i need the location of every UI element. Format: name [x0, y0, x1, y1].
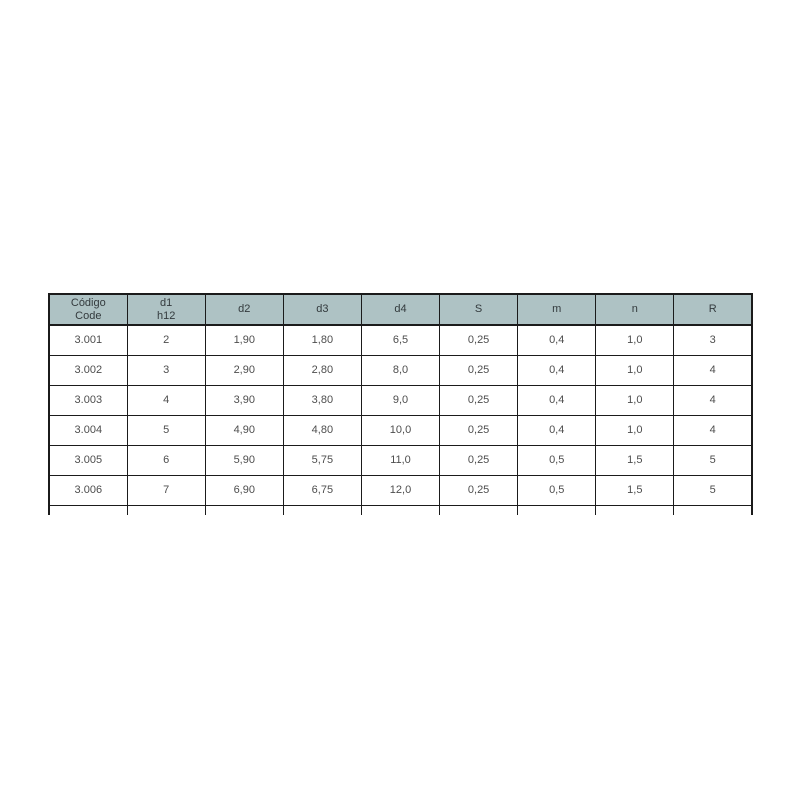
header-cell-n: n [595, 293, 675, 326]
cell-d2: 2,90 [204, 354, 284, 386]
cell-m: 0,5 [517, 474, 597, 506]
cell-s: 0,25 [439, 444, 519, 476]
cell-d4: 6,5 [360, 324, 441, 356]
header-label: h12 [156, 309, 176, 322]
cell-r: 4 [673, 354, 753, 386]
cell-empty [48, 504, 128, 515]
cell-s: 0,25 [439, 324, 519, 356]
table-body: 3.001 2 1,90 1,80 6,5 0,25 0,4 1,0 3 3.0… [48, 324, 753, 515]
cell-d3: 6,75 [282, 474, 362, 506]
cell-d1: 5 [126, 414, 206, 446]
cell-empty [595, 504, 675, 515]
cell-d1: 4 [126, 384, 206, 416]
cell-s: 0,25 [439, 384, 519, 416]
header-cell-s: S [439, 293, 519, 326]
table-row-clipped [48, 504, 753, 515]
cell-s: 0,25 [439, 354, 519, 386]
cell-d4: 11,0 [360, 444, 441, 476]
cell-empty [439, 504, 519, 515]
header-cell-d2: d2 [204, 293, 284, 326]
cell-d1: 2 [126, 324, 206, 356]
table-row: 3.004 5 4,90 4,80 10,0 0,25 0,4 1,0 4 [48, 414, 753, 446]
cell-m: 0,4 [517, 384, 597, 416]
cell-d1: 3 [126, 354, 206, 386]
cell-d3: 1,80 [282, 324, 362, 356]
header-cell-d4: d4 [360, 293, 441, 326]
cell-code: 3.006 [48, 474, 128, 506]
header-cell-m: m [517, 293, 597, 326]
cell-d2: 1,90 [204, 324, 284, 356]
cell-code: 3.002 [48, 354, 128, 386]
cell-r: 3 [673, 324, 753, 356]
cell-r: 5 [673, 474, 753, 506]
cell-r: 4 [673, 414, 753, 446]
table-row: 3.003 4 3,90 3,80 9,0 0,25 0,4 1,0 4 [48, 384, 753, 416]
cell-s: 0,25 [439, 414, 519, 446]
table-row: 3.001 2 1,90 1,80 6,5 0,25 0,4 1,0 3 [48, 324, 753, 356]
table-header-row: Código Code d1 h12 d2 d3 d4 S m n R [48, 293, 753, 326]
cell-d2: 3,90 [204, 384, 284, 416]
spec-table-container: Código Code d1 h12 d2 d3 d4 S m n R [48, 293, 754, 515]
cell-n: 1,0 [595, 414, 675, 446]
cell-d4: 10,0 [360, 414, 441, 446]
cell-m: 0,4 [517, 324, 597, 356]
cell-d2: 4,90 [204, 414, 284, 446]
cell-code: 3.003 [48, 384, 128, 416]
cell-m: 0,5 [517, 444, 597, 476]
header-cell-r: R [673, 293, 753, 326]
cell-m: 0,4 [517, 354, 597, 386]
cell-n: 1,5 [595, 474, 675, 506]
cell-d4: 12,0 [360, 474, 441, 506]
cell-empty [126, 504, 206, 515]
cell-n: 1,0 [595, 324, 675, 356]
cell-empty [360, 504, 441, 515]
cell-code: 3.001 [48, 324, 128, 356]
header-cell-d1: d1 h12 [126, 293, 206, 326]
cell-d2: 6,90 [204, 474, 284, 506]
header-cell-d3: d3 [282, 293, 362, 326]
cell-n: 1,0 [595, 384, 675, 416]
cell-d3: 2,80 [282, 354, 362, 386]
cell-code: 3.004 [48, 414, 128, 446]
cell-n: 1,0 [595, 354, 675, 386]
cell-empty [673, 504, 753, 515]
table-row: 3.005 6 5,90 5,75 11,0 0,25 0,5 1,5 5 [48, 444, 753, 476]
cell-r: 4 [673, 384, 753, 416]
header-label: Code [75, 309, 102, 322]
header-label: d1 [160, 296, 173, 309]
table-header: Código Code d1 h12 d2 d3 d4 S m n R [48, 293, 753, 326]
cell-n: 1,5 [595, 444, 675, 476]
cell-d3: 3,80 [282, 384, 362, 416]
cell-d4: 9,0 [360, 384, 441, 416]
header-label: Código [70, 296, 106, 309]
cell-d4: 8,0 [360, 354, 441, 386]
cell-code: 3.005 [48, 444, 128, 476]
cell-m: 0,4 [517, 414, 597, 446]
cell-r: 5 [673, 444, 753, 476]
cell-empty [282, 504, 362, 515]
table-row: 3.006 7 6,90 6,75 12,0 0,25 0,5 1,5 5 [48, 474, 753, 506]
cell-d3: 4,80 [282, 414, 362, 446]
spec-table: Código Code d1 h12 d2 d3 d4 S m n R [48, 293, 753, 515]
cell-d3: 5,75 [282, 444, 362, 476]
cell-empty [517, 504, 597, 515]
table-row: 3.002 3 2,90 2,80 8,0 0,25 0,4 1,0 4 [48, 354, 753, 386]
header-cell-codigo: Código Code [48, 293, 128, 326]
cell-empty [204, 504, 284, 515]
cell-d1: 7 [126, 474, 206, 506]
cell-d1: 6 [126, 444, 206, 476]
cell-d2: 5,90 [204, 444, 284, 476]
cell-s: 0,25 [439, 474, 519, 506]
